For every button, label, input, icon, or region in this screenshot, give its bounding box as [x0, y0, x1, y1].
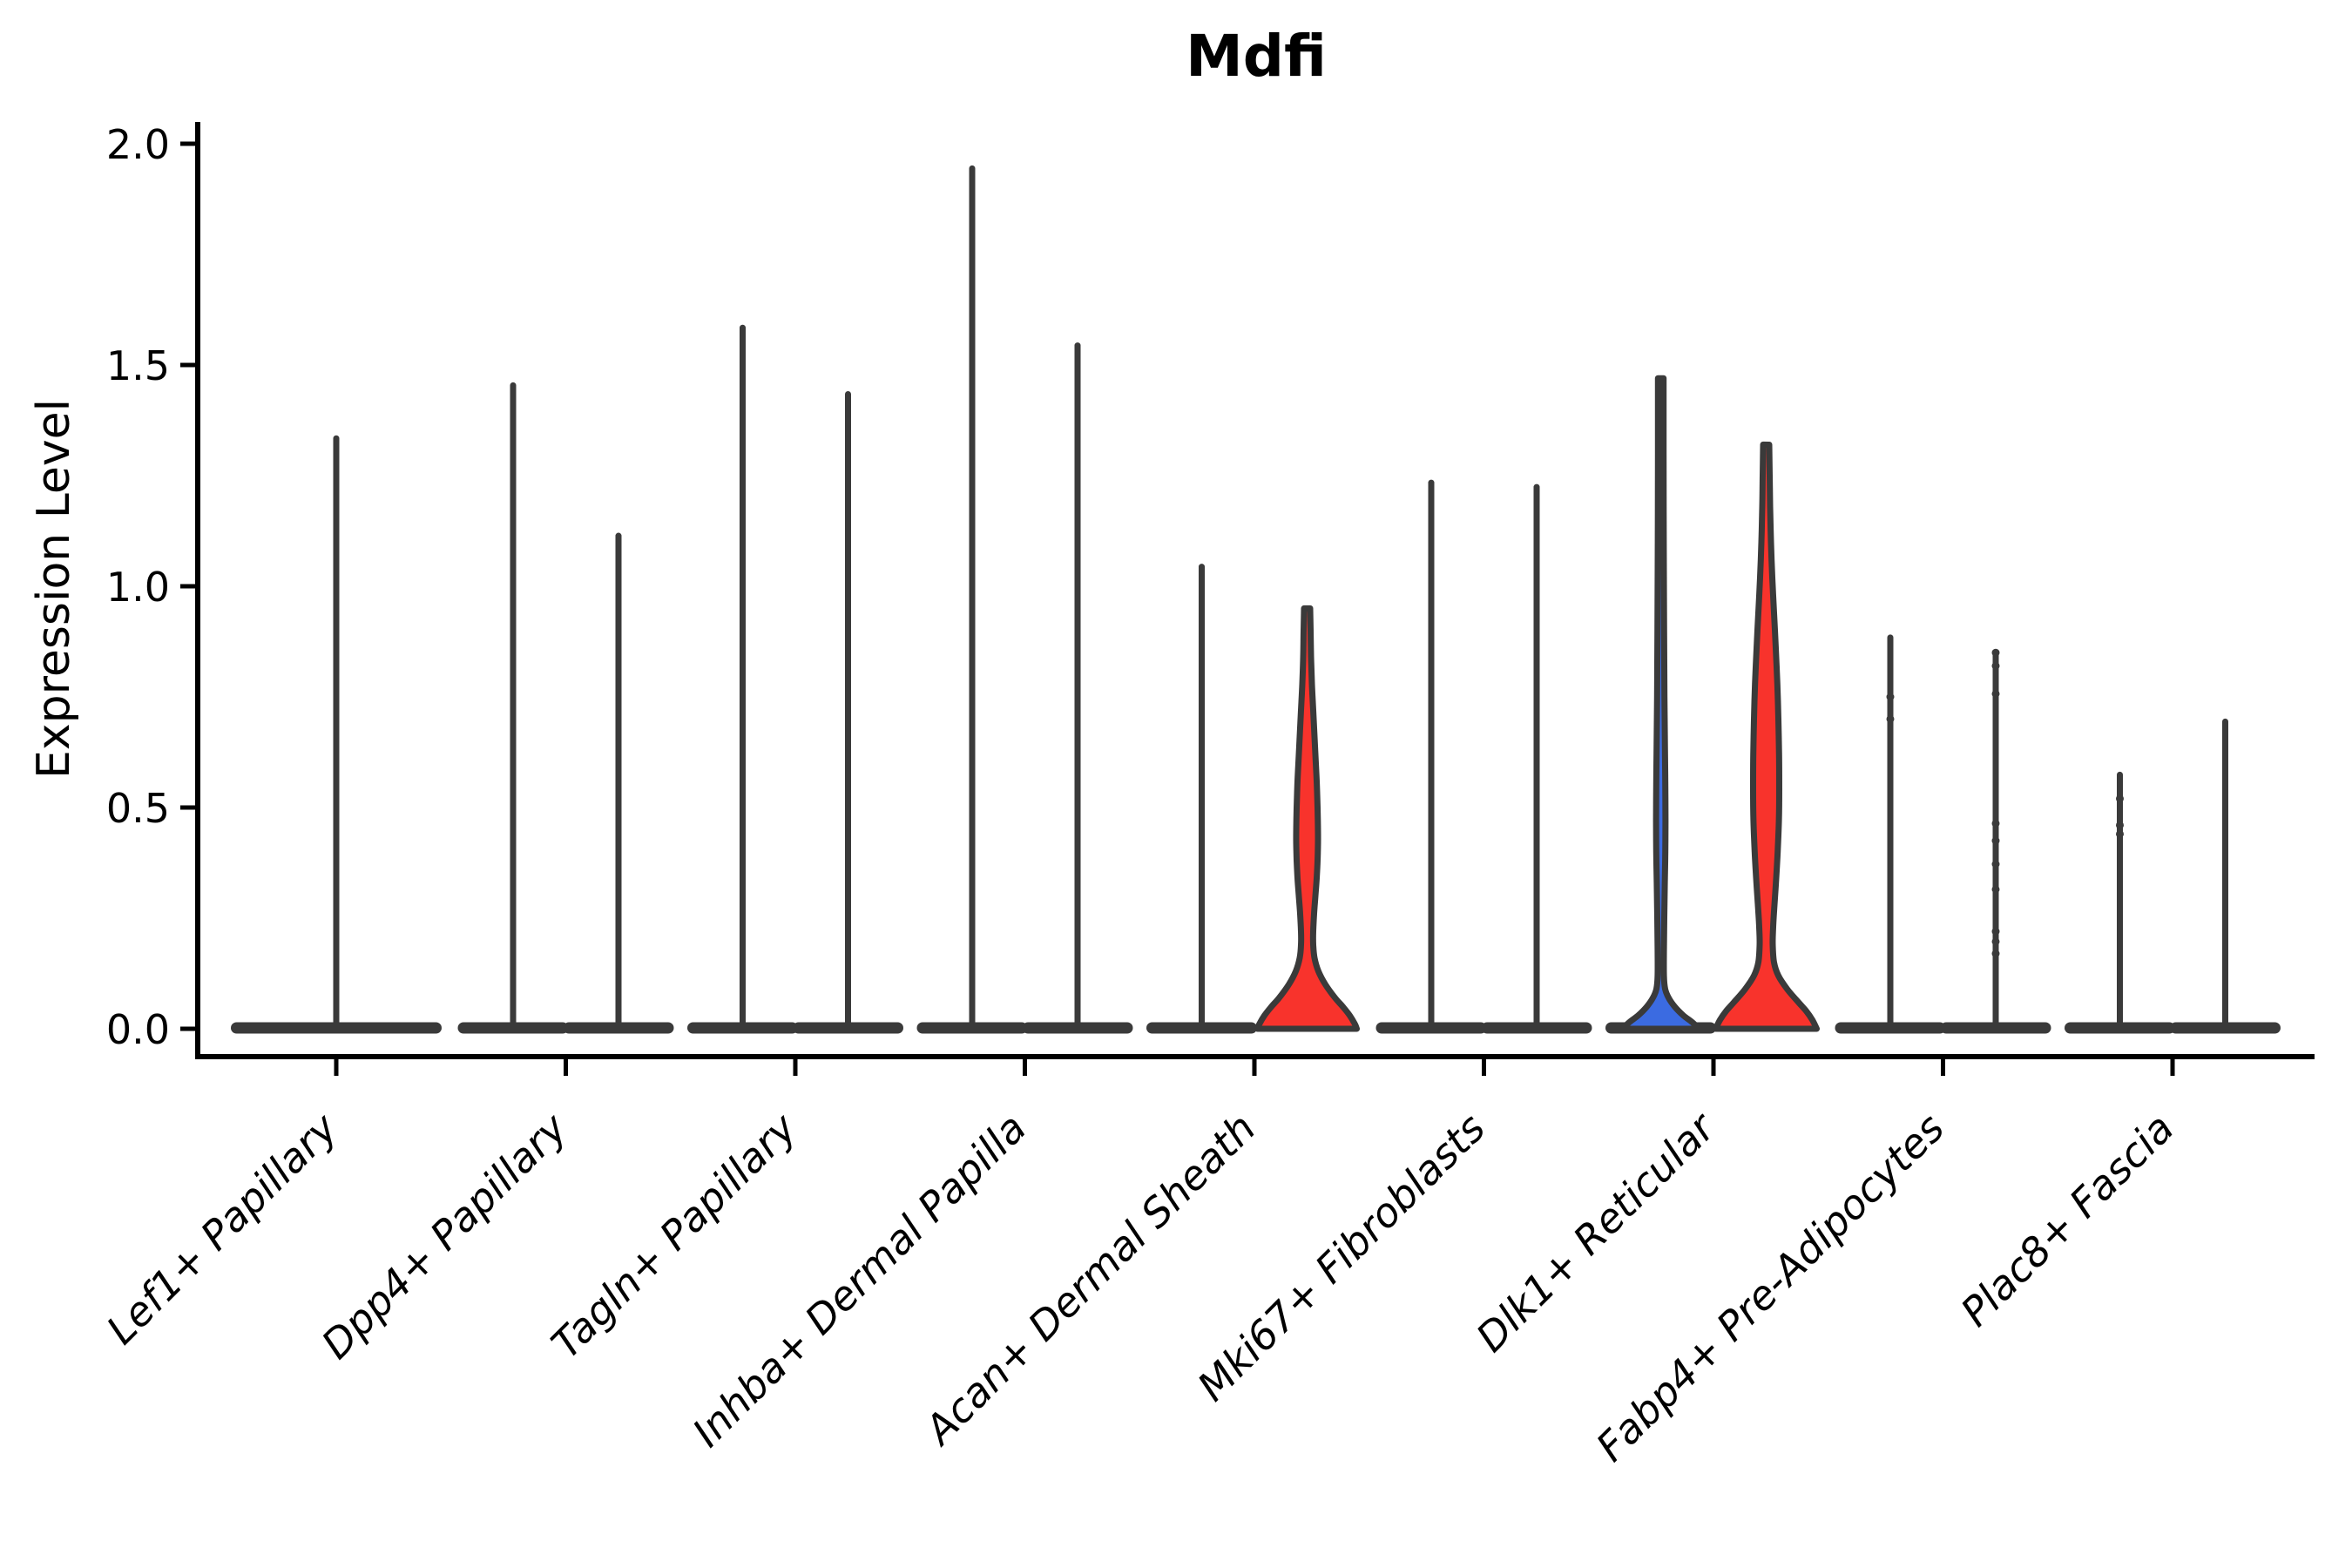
violin: [1835, 634, 1946, 1034]
x-tick-label: Lef1+ Papillary: [98, 1104, 347, 1353]
violin: [687, 324, 798, 1034]
violin-body: [1619, 375, 1702, 1032]
violin: [1481, 483, 1592, 1034]
violin: [1940, 648, 2051, 1034]
jitter-dot: [1991, 819, 2000, 828]
jitter-dot: [1991, 648, 2000, 657]
x-tick-label: Dlk1+ Reticular: [1467, 1102, 1726, 1361]
jitter-dot: [1991, 860, 2000, 868]
violin: [916, 165, 1028, 1034]
x-tick-label: Dpp4+ Papillary: [313, 1104, 577, 1368]
y-tick-label: 0.0: [106, 1006, 170, 1053]
violin: [2065, 771, 2175, 1034]
jitter-dot: [1991, 927, 2000, 936]
violin: [1254, 605, 1360, 1032]
violin-body: [1254, 605, 1360, 1032]
violin: [1146, 564, 1257, 1034]
jitter-dot: [2116, 794, 2124, 803]
jitter-dot: [1886, 714, 1895, 723]
y-tick-label: 1.0: [106, 564, 170, 611]
jitter-dot: [2116, 829, 2124, 838]
violin: [563, 532, 674, 1034]
y-tick-label: 0.5: [106, 785, 170, 832]
violin: [1713, 441, 1820, 1032]
violin: [231, 435, 442, 1034]
violin: [1605, 375, 1716, 1034]
jitter-dot: [1991, 885, 2000, 894]
violin: [457, 382, 569, 1034]
plot-title: Mdfi: [1186, 23, 1327, 90]
violin: [793, 390, 903, 1034]
x-tick-label: Tagln+ Papillary: [542, 1104, 806, 1368]
y-tick-label: 2.0: [106, 121, 170, 168]
x-tick-label: Plac8+ Fascia: [1951, 1105, 2182, 1335]
jitter-dot: [1886, 693, 1895, 701]
jitter-dot: [1991, 836, 2000, 845]
y-tick-label: 1.5: [106, 342, 170, 389]
jitter-dot: [1991, 689, 2000, 698]
jitter-dot: [1991, 661, 2000, 670]
violin: [2170, 718, 2281, 1034]
violin: [1022, 342, 1133, 1034]
violin: [1375, 479, 1487, 1034]
jitter-dot: [1991, 950, 2000, 958]
jitter-dot: [1991, 937, 2000, 946]
violin-body: [1713, 441, 1820, 1032]
jitter-dot: [2116, 821, 2124, 829]
